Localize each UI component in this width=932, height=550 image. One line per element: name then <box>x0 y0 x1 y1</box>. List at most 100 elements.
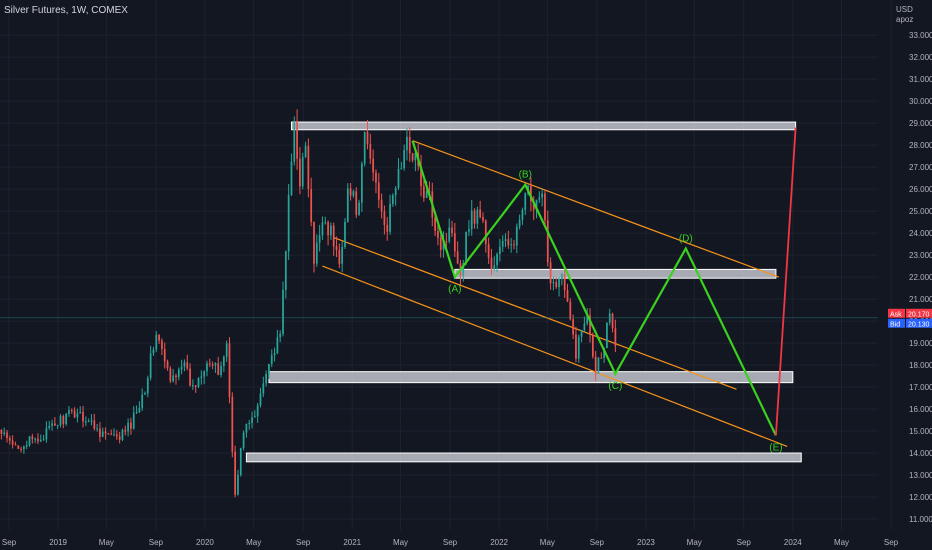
x-tick-label: Sep <box>2 538 17 547</box>
candle-body <box>611 313 614 329</box>
y-tick-label: 31.000 <box>909 75 932 84</box>
ask-label-box <box>888 308 905 318</box>
candle-body <box>206 363 208 372</box>
candle-body <box>37 438 39 442</box>
candle-body <box>104 431 107 434</box>
candle-body <box>169 368 172 382</box>
candle-body <box>566 290 569 302</box>
candle-body <box>253 416 256 418</box>
candle-body <box>389 203 391 232</box>
candle-body <box>197 377 200 387</box>
candle-body <box>597 357 600 374</box>
candle-body <box>301 156 304 187</box>
candle-body <box>48 425 51 428</box>
ask-value: 20.170 <box>908 311 930 318</box>
candle-body <box>203 371 206 377</box>
candle-body <box>222 356 225 366</box>
y-tick-label: 26.000 <box>909 185 932 194</box>
candle-body <box>470 210 473 230</box>
channel-line-lower <box>322 265 788 447</box>
bid-label-box <box>888 318 905 328</box>
bid-value-box <box>906 318 932 328</box>
candle-body <box>315 242 318 264</box>
wave-label: (D) <box>679 234 693 245</box>
candle-body <box>563 274 566 291</box>
candle-body <box>25 445 28 447</box>
candle-body <box>28 436 31 446</box>
candle-body <box>82 411 84 422</box>
candle-body <box>575 334 577 359</box>
y-tick-label: 14.000 <box>909 449 932 458</box>
candle-body <box>99 428 101 437</box>
candle-body <box>549 262 552 284</box>
y-tick-label: 32.000 <box>909 53 932 62</box>
wave-label: (A) <box>448 284 461 295</box>
x-tick-label: Sep <box>296 538 311 547</box>
wave-projection: (A) (B) (C) (D) (E) <box>411 127 797 453</box>
candle-body <box>186 362 189 369</box>
candle-body <box>141 394 144 409</box>
candle-body <box>251 417 253 423</box>
candle-body <box>228 343 231 397</box>
candle-body <box>189 368 191 386</box>
candle-body <box>234 451 237 495</box>
candle-body <box>451 227 453 234</box>
candle-body <box>144 393 146 395</box>
candle-body <box>79 411 82 414</box>
candle-body <box>110 433 113 435</box>
candle-body <box>73 410 76 418</box>
candle-body <box>310 189 313 223</box>
candle-body <box>473 210 476 224</box>
candle-body <box>299 158 301 187</box>
x-tick-label: Sep <box>443 538 458 547</box>
x-tick-label: 2021 <box>343 538 361 547</box>
candle-body <box>290 161 293 195</box>
candle-body <box>225 343 228 357</box>
y-tick-label: 19.000 <box>909 339 932 348</box>
candle-body <box>496 253 498 266</box>
candle-body <box>406 136 408 151</box>
candle-body <box>68 410 70 414</box>
candle-body <box>256 405 259 417</box>
candle-body <box>335 246 338 250</box>
candle-body <box>39 440 42 442</box>
candle-body <box>3 432 6 434</box>
price-axis: 11.000 12.000 13.000 14.000 15.000 16.000 17.0… <box>909 31 932 524</box>
candle-body <box>113 434 115 436</box>
chart-title: Silver Futures, 1W, COMEX <box>4 5 128 16</box>
candle-body <box>515 226 518 246</box>
candle-body <box>135 412 138 414</box>
candle-body <box>437 230 439 238</box>
candle-body <box>268 363 270 374</box>
candle-body <box>152 349 155 354</box>
channel-line-middle <box>333 236 737 390</box>
candle-body <box>161 340 163 349</box>
candle-body <box>434 217 436 231</box>
candle-body <box>279 333 282 338</box>
candle-body <box>332 225 335 247</box>
candle-body <box>490 257 493 270</box>
candle-body <box>192 385 194 387</box>
x-tick-label: May <box>834 538 849 547</box>
candle-body <box>166 361 169 369</box>
candle-body <box>115 434 118 437</box>
candle-body <box>580 329 583 337</box>
projection-line <box>775 127 797 436</box>
candle-body <box>465 231 467 264</box>
candle-body <box>400 168 403 170</box>
x-tick-label: May <box>393 538 408 547</box>
candle-body <box>445 241 448 243</box>
x-tick-label: Sep <box>884 538 899 547</box>
candle-body <box>513 244 515 246</box>
candle-body <box>493 265 496 270</box>
y-tick-label: 30.000 <box>909 97 932 106</box>
y-tick-label: 29.000 <box>909 119 932 128</box>
candle-body <box>220 365 222 375</box>
x-tick-label: Sep <box>737 538 752 547</box>
candle-body <box>369 144 372 159</box>
candle-body <box>510 244 513 246</box>
candle-body <box>375 172 377 183</box>
y-tick-label: 16.000 <box>909 405 932 414</box>
candle-body <box>239 447 242 475</box>
